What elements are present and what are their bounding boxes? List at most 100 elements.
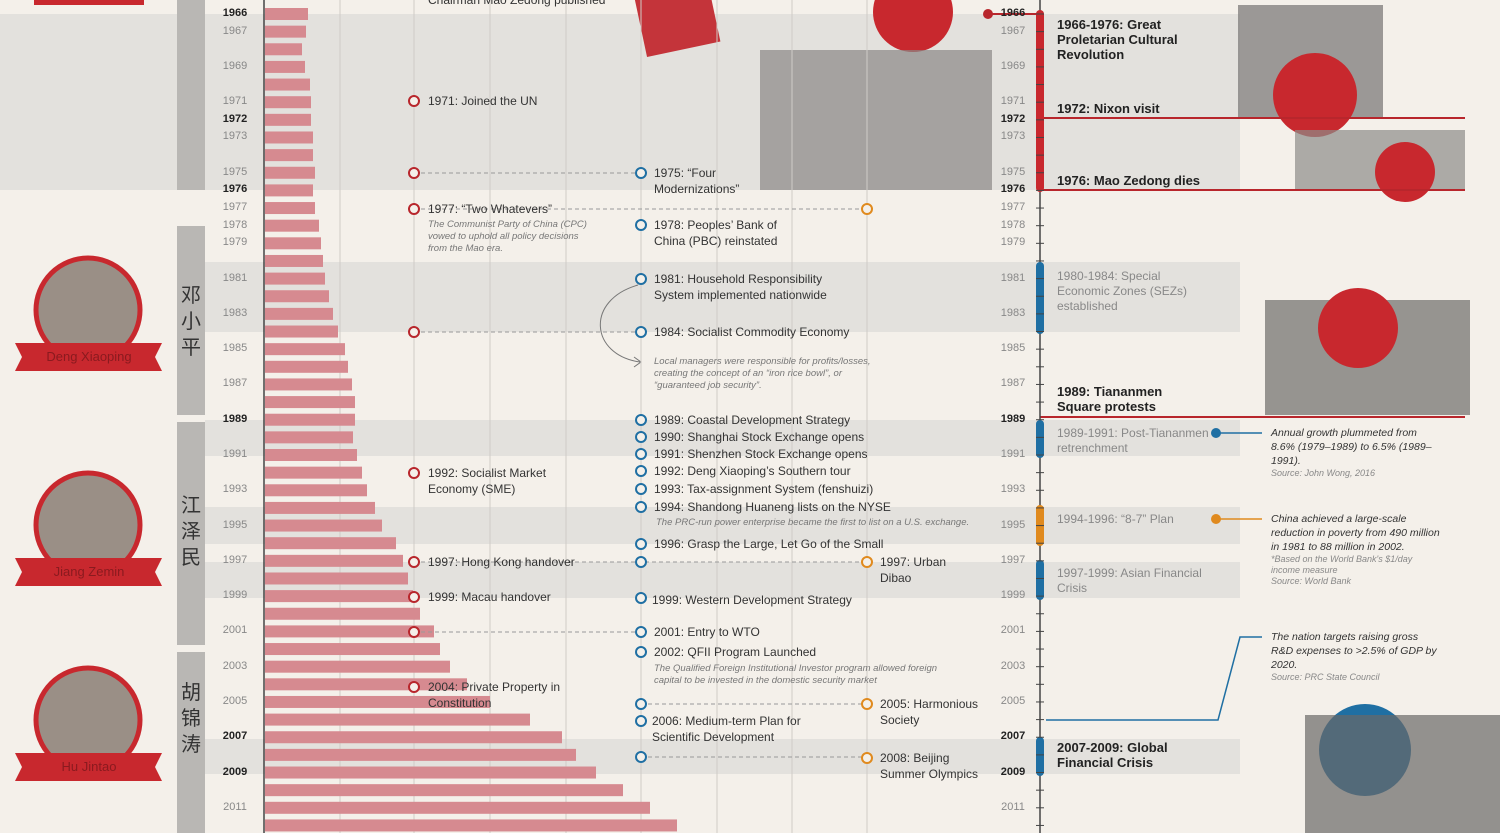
bar xyxy=(265,8,308,20)
red-circle xyxy=(1375,142,1435,202)
event-label: 1991: Shenzhen Stock Exchange opens xyxy=(654,447,868,461)
bar xyxy=(265,501,375,514)
bar xyxy=(265,43,302,56)
year-label: 2001 xyxy=(1000,624,1026,637)
year-label: 1977 xyxy=(1000,201,1026,214)
year-label: 1983 xyxy=(222,306,248,319)
year-label: 2007 xyxy=(222,730,248,743)
event-marker xyxy=(635,326,647,338)
year-label: 2005 xyxy=(1000,694,1026,707)
event-marker xyxy=(408,203,420,215)
dot xyxy=(983,9,993,19)
year-label: 1972 xyxy=(1000,112,1026,125)
bar xyxy=(265,325,338,338)
bar xyxy=(265,202,315,215)
bar xyxy=(265,519,382,532)
bar xyxy=(265,219,319,232)
year-label: 1973 xyxy=(222,130,248,143)
event-label: 2008: Beijing Summer Olympics xyxy=(880,751,979,781)
band xyxy=(0,14,1240,190)
event-note: The PRC-run power enterprise became the … xyxy=(656,517,970,528)
bar xyxy=(265,396,355,409)
event-marker xyxy=(408,326,420,338)
bar xyxy=(265,819,677,832)
dot xyxy=(1211,514,1221,524)
event-marker xyxy=(635,465,647,477)
bar xyxy=(265,113,311,126)
ribbon xyxy=(15,558,162,586)
era-label: 1989-1991: Post-Tiananmen retrenchment xyxy=(1057,426,1209,455)
bar xyxy=(265,590,413,603)
year-label: 1999 xyxy=(222,589,248,602)
bar xyxy=(265,466,362,479)
event-marker xyxy=(635,538,647,550)
event-marker xyxy=(861,752,873,764)
bar xyxy=(265,96,311,109)
event-marker xyxy=(635,483,647,495)
red-circle xyxy=(873,0,953,52)
year-label: 2009 xyxy=(1000,765,1026,778)
annotation-source: Source: World Bank xyxy=(1271,576,1352,586)
year-label: 1979 xyxy=(1000,236,1026,249)
year-label: 2001 xyxy=(222,624,248,637)
event-marker xyxy=(635,167,647,179)
year-label: 1966 xyxy=(222,7,248,19)
year-label: 1976 xyxy=(1000,183,1026,196)
event-label: 1997: Urban Dibao xyxy=(880,555,947,585)
event-label: 1975: “Four Modernizations” xyxy=(654,166,740,196)
event-label: 1994: Shandong Huaneng lists on the NYSE xyxy=(654,500,891,514)
annotation-text: Annual growth plummeted from 8.6% (1979–… xyxy=(1271,427,1432,467)
event-label: 1997: Hong Kong handover xyxy=(428,555,575,569)
era-label: 1980-1984: Special Economic Zones (SEZs)… xyxy=(1057,269,1188,313)
event-label: 1993: Tax-assignment System (fenshuizi) xyxy=(654,482,874,496)
annotation-text: The nation targets raising gross R&D exp… xyxy=(1271,631,1437,671)
bar xyxy=(265,25,306,38)
era-label: 1997-1999: Asian Financial Crisis xyxy=(1057,566,1202,595)
bar xyxy=(265,748,576,761)
year-label: 1969 xyxy=(1000,59,1026,72)
bar xyxy=(265,272,325,285)
bar xyxy=(265,449,357,461)
year-label: 1975 xyxy=(222,165,248,178)
bar xyxy=(265,801,650,814)
event-marker xyxy=(408,626,420,638)
bar xyxy=(265,537,396,550)
bar xyxy=(265,784,623,797)
bar xyxy=(265,290,329,303)
event-label: 1971: Joined the UN xyxy=(428,94,538,108)
photo xyxy=(1305,715,1500,833)
leader-chinese: 胡锦涛 xyxy=(181,682,201,756)
year-label: 1995 xyxy=(1000,518,1026,531)
bar xyxy=(265,149,313,162)
year-label: 1991 xyxy=(222,448,248,460)
year-label: 2011 xyxy=(1001,800,1025,813)
year-label: 1993 xyxy=(1000,483,1026,496)
year-label: 1995 xyxy=(222,518,248,531)
event-label: 1978: Peoples’ Bank of China (PBC) reins… xyxy=(654,218,778,248)
event-marker xyxy=(408,681,420,693)
year-label: 1997 xyxy=(1000,553,1026,566)
event-label: 2001: Entry to WTO xyxy=(654,625,760,639)
connector xyxy=(1046,636,1262,721)
era-span xyxy=(1036,262,1044,334)
year-label: 1979 xyxy=(222,236,248,249)
event-marker xyxy=(635,698,647,710)
year-label: 1983 xyxy=(1000,306,1026,319)
year-label: 2003 xyxy=(1000,659,1026,672)
event-marker xyxy=(635,751,647,763)
bar xyxy=(265,343,345,356)
era-label: 1972: Nixon visit xyxy=(1057,101,1160,116)
year-label: 1989 xyxy=(1000,412,1026,425)
annotation: Annual growth plummeted from 8.6% (1979–… xyxy=(1271,426,1441,479)
bar xyxy=(265,78,310,91)
event-marker xyxy=(635,626,647,638)
era-span xyxy=(1036,420,1044,458)
year-label: 1977 xyxy=(222,201,248,214)
era-label: 1989: Tiananmen Square protests xyxy=(1057,384,1163,414)
event-note: The Qualified Foreign Institutional Inve… xyxy=(654,663,938,686)
dot xyxy=(1211,428,1221,438)
event-marker xyxy=(861,556,873,568)
event-marker xyxy=(408,556,420,568)
year-label: 1981 xyxy=(1000,271,1026,284)
year-label: 2003 xyxy=(222,659,248,672)
